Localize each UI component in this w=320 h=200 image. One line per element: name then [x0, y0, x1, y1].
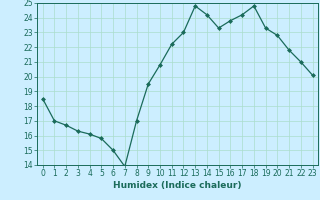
X-axis label: Humidex (Indice chaleur): Humidex (Indice chaleur): [113, 181, 242, 190]
